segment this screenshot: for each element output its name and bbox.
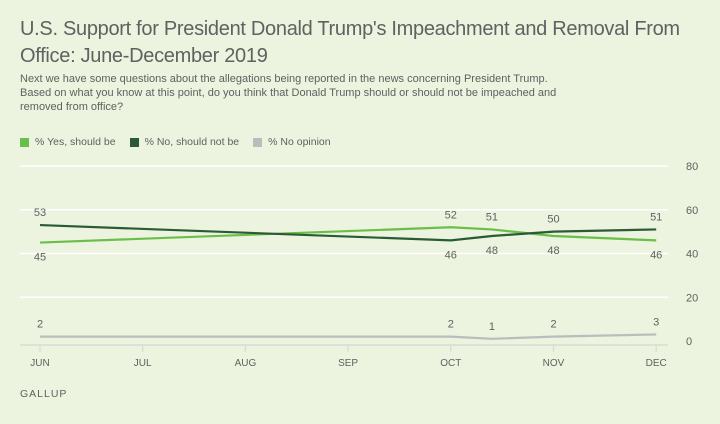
legend: % Yes, should be % No, should not be % N… (20, 136, 331, 148)
y-tick-label: 40 (686, 249, 698, 261)
x-tick-label: NOV (543, 358, 565, 369)
legend-item-no: % No, should not be (129, 136, 240, 148)
x-tick-label: OCT (440, 358, 461, 369)
legend-label-noopinion: % No opinion (268, 136, 331, 148)
series-line-2 (40, 333, 657, 340)
series-line-0 (39, 226, 657, 244)
data-label: 48 (486, 245, 498, 257)
data-label: 1 (489, 321, 495, 333)
data-label: 51 (650, 211, 662, 223)
legend-item-noopinion: % No opinion (253, 136, 331, 148)
legend-swatch-yes (20, 137, 29, 147)
x-tick-label: SEP (338, 358, 358, 369)
x-tick-label: JUL (134, 358, 152, 369)
x-tick-label: JUN (30, 358, 49, 369)
data-label: 2 (550, 319, 556, 331)
legend-swatch-noopinion (253, 137, 263, 147)
data-label: 48 (547, 245, 559, 257)
data-label: 3 (653, 316, 659, 328)
chart-subtitle: Next we have some questions about the al… (20, 73, 557, 113)
legend-item-yes: % Yes, should be (20, 136, 116, 148)
data-label: 51 (486, 211, 498, 223)
y-tick-label: 80 (686, 161, 698, 173)
x-tick-label: AUG (235, 358, 257, 369)
source-label: GALLUP (20, 388, 68, 400)
data-label: 2 (448, 319, 454, 331)
y-tick-label: 60 (686, 205, 698, 217)
data-label: 52 (445, 209, 457, 221)
data-label: 46 (650, 249, 662, 261)
y-tick-label: 20 (686, 292, 698, 304)
series-line-1 (39, 223, 657, 242)
data-label: 46 (445, 249, 457, 261)
y-tick-label: 0 (686, 336, 692, 348)
data-label: 2 (37, 319, 43, 331)
x-tick-label: DEC (646, 358, 667, 369)
legend-label-yes: % Yes, should be (35, 136, 116, 148)
legend-label-no: % No, should not be (144, 136, 240, 148)
chart-title: U.S. Support for President Donald Trump'… (20, 18, 680, 67)
legend-swatch-no (129, 137, 139, 147)
data-label: 50 (547, 214, 559, 226)
data-label: 53 (34, 207, 46, 219)
data-label: 45 (34, 252, 46, 264)
